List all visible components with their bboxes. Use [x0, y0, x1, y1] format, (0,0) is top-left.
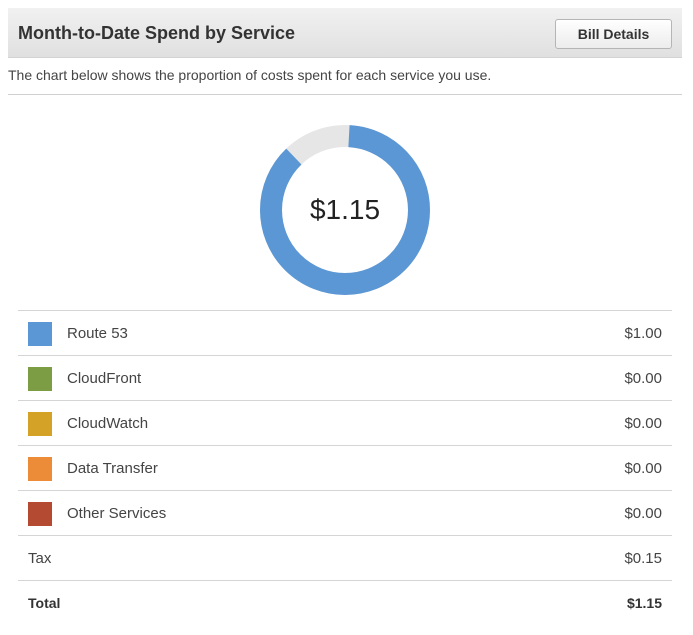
tax-row: Tax $0.15: [18, 536, 672, 581]
service-name: CloudFront: [67, 370, 142, 387]
route-53-swatch: [28, 322, 52, 346]
service-name: CloudWatch: [67, 415, 149, 432]
cloudfront-swatch: [28, 367, 52, 391]
donut-chart: $1.15: [260, 125, 430, 295]
service-row-cloudwatch: CloudWatch $0.00: [18, 401, 672, 446]
service-row-other-services: Other Services $0.00: [18, 491, 672, 536]
donut-total-label: $1.15: [309, 194, 381, 225]
donut-svg: [260, 125, 430, 295]
panel-title: Month-to-Date Spend by Service: [18, 23, 296, 43]
tax-value: $0.15: [624, 550, 662, 567]
service-cost: $0.00: [624, 460, 662, 477]
tax-label: Tax: [28, 550, 52, 567]
total-value: $1.15: [626, 595, 662, 611]
other-services-swatch: [28, 502, 52, 526]
service-cost: $0.00: [624, 415, 662, 432]
service-cost: $0.00: [624, 370, 662, 387]
panel-header: Month-to-Date Spend by Service Bill Deta…: [8, 8, 682, 58]
chart-description: The chart below shows the proportion of …: [8, 67, 492, 83]
service-row-cloudfront: CloudFront $0.00: [18, 356, 672, 401]
total-label: Total: [28, 595, 61, 611]
service-cost: $0.00: [624, 505, 662, 522]
bill-details-button[interactable]: Bill Details: [555, 19, 672, 49]
donut-slices: [260, 125, 430, 295]
service-row-route-53: Route 53 $1.00: [18, 311, 672, 356]
service-cost: $1.00: [624, 325, 662, 342]
donut-slice-route-53: [260, 125, 430, 295]
data-transfer-swatch: [28, 457, 52, 481]
service-name: Data Transfer: [67, 460, 158, 477]
service-row-data-transfer: Data Transfer $0.00: [18, 446, 672, 491]
divider: [8, 94, 682, 95]
total-row: Total $1.15: [18, 581, 672, 625]
service-cost-list: Route 53 $1.00 CloudFront $0.00 CloudWat…: [18, 310, 672, 625]
cloudwatch-swatch: [28, 412, 52, 436]
service-name: Route 53: [67, 325, 128, 342]
service-name: Other Services: [67, 505, 167, 522]
